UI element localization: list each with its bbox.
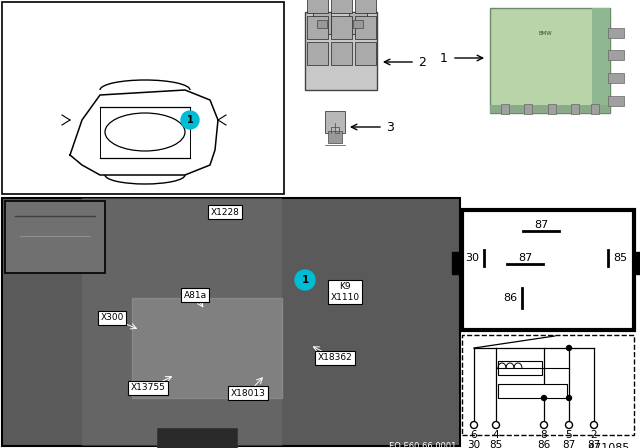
Bar (490, 105, 610, 113)
Bar (307, 16, 328, 39)
Bar (331, 0, 352, 13)
Bar (608, 96, 624, 106)
Text: 5: 5 (566, 430, 572, 440)
Text: 2: 2 (591, 430, 597, 440)
Circle shape (181, 111, 199, 129)
Ellipse shape (105, 113, 185, 151)
Text: 87: 87 (563, 440, 575, 448)
Bar (5, 201, 105, 273)
Bar (592, 8, 610, 113)
Circle shape (295, 270, 315, 290)
Text: 85: 85 (490, 440, 502, 448)
Bar (82, 198, 282, 446)
Text: X300: X300 (100, 314, 124, 323)
Bar (355, 42, 376, 65)
Text: 6: 6 (470, 430, 477, 440)
Text: A81a: A81a (184, 290, 207, 300)
Bar (2, 2, 284, 194)
Text: X18362: X18362 (317, 353, 353, 362)
Bar (328, 131, 342, 143)
Bar (452, 252, 462, 274)
Bar (349, 12, 367, 34)
Bar (608, 73, 624, 83)
Bar (157, 428, 237, 448)
Circle shape (493, 422, 499, 428)
Text: 8: 8 (541, 430, 547, 440)
Circle shape (566, 345, 572, 350)
Text: BMW: BMW (538, 30, 552, 35)
Bar (462, 210, 634, 330)
Text: EO E60 66 0001: EO E60 66 0001 (388, 442, 456, 448)
Bar (501, 104, 509, 114)
Bar (591, 104, 599, 114)
Text: 86: 86 (538, 440, 550, 448)
Circle shape (541, 422, 547, 428)
Bar (571, 104, 579, 114)
Text: X1228: X1228 (211, 207, 239, 216)
Text: 2: 2 (418, 56, 426, 69)
Text: 1: 1 (187, 115, 193, 125)
Text: 87: 87 (588, 440, 600, 448)
Bar (498, 384, 567, 398)
Text: 86: 86 (503, 293, 517, 303)
Circle shape (566, 396, 572, 401)
Bar (313, 12, 331, 34)
Bar (325, 111, 345, 133)
Text: X18013: X18013 (230, 388, 266, 397)
Text: 4: 4 (493, 430, 499, 440)
Text: 30: 30 (465, 253, 479, 263)
Bar (2, 198, 460, 446)
Bar (305, 12, 377, 90)
Circle shape (591, 422, 598, 428)
Bar (355, 0, 376, 13)
Circle shape (566, 422, 573, 428)
Bar (608, 28, 624, 38)
Bar (490, 8, 610, 113)
Text: 3: 3 (386, 121, 394, 134)
Text: 1: 1 (301, 275, 308, 285)
Text: 1: 1 (440, 52, 448, 65)
Text: 87: 87 (534, 220, 548, 230)
Text: X13755: X13755 (131, 383, 165, 392)
Bar (307, 0, 328, 13)
Bar (524, 104, 532, 114)
Bar (353, 20, 363, 28)
Bar (331, 42, 352, 65)
Text: 85: 85 (613, 253, 627, 263)
Bar (132, 298, 282, 398)
Bar (307, 42, 328, 65)
Bar (608, 50, 624, 60)
Text: K9
X1110: K9 X1110 (330, 282, 360, 302)
Bar (331, 16, 352, 39)
Circle shape (541, 396, 547, 401)
Circle shape (470, 422, 477, 428)
Bar (355, 16, 376, 39)
Bar (498, 361, 542, 375)
Bar (317, 20, 327, 28)
Text: 30: 30 (467, 440, 481, 448)
Bar (548, 104, 556, 114)
Text: 471085: 471085 (588, 443, 630, 448)
Text: 87: 87 (518, 253, 532, 263)
Bar (462, 335, 634, 435)
Bar (634, 252, 640, 274)
